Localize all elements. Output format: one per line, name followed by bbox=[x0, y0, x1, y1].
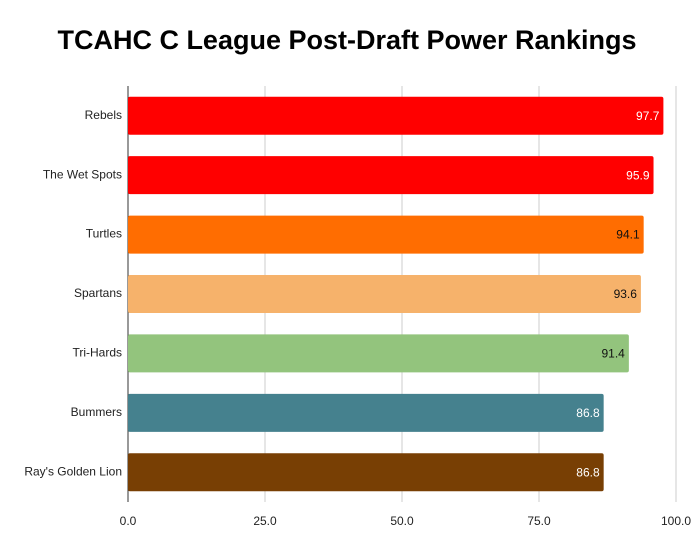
bar bbox=[128, 453, 604, 492]
y-tick-label: The Wet Spots bbox=[43, 167, 122, 181]
value-label: 95.9 bbox=[626, 168, 650, 182]
x-tick-label: 100.0 bbox=[661, 514, 691, 528]
x-tick-label: 0.0 bbox=[120, 514, 137, 528]
value-label: 86.8 bbox=[576, 406, 600, 420]
value-label: 86.8 bbox=[576, 465, 600, 479]
y-tick-label: Bummers bbox=[71, 405, 122, 419]
y-tick-label: Tri-Hards bbox=[72, 346, 122, 360]
bar bbox=[128, 156, 654, 195]
x-tick-label: 75.0 bbox=[527, 514, 551, 528]
value-label: 94.1 bbox=[616, 228, 640, 242]
y-tick-label: Rebels bbox=[85, 108, 122, 122]
y-tick-label: Spartans bbox=[74, 286, 122, 300]
bar bbox=[128, 215, 644, 254]
bar bbox=[128, 393, 604, 432]
value-label: 97.7 bbox=[636, 109, 660, 123]
x-tick-label: 25.0 bbox=[253, 514, 277, 528]
y-tick-label: Ray's Golden Lion bbox=[24, 464, 122, 478]
x-tick-label: 50.0 bbox=[390, 514, 414, 528]
y-tick-label: Turtles bbox=[86, 227, 122, 241]
chart-title: TCAHC C League Post-Draft Power Rankings bbox=[57, 25, 636, 55]
value-label: 91.4 bbox=[602, 347, 626, 361]
value-label: 93.6 bbox=[614, 287, 638, 301]
bar bbox=[128, 96, 664, 135]
bar bbox=[128, 275, 641, 313]
bar bbox=[128, 334, 629, 373]
